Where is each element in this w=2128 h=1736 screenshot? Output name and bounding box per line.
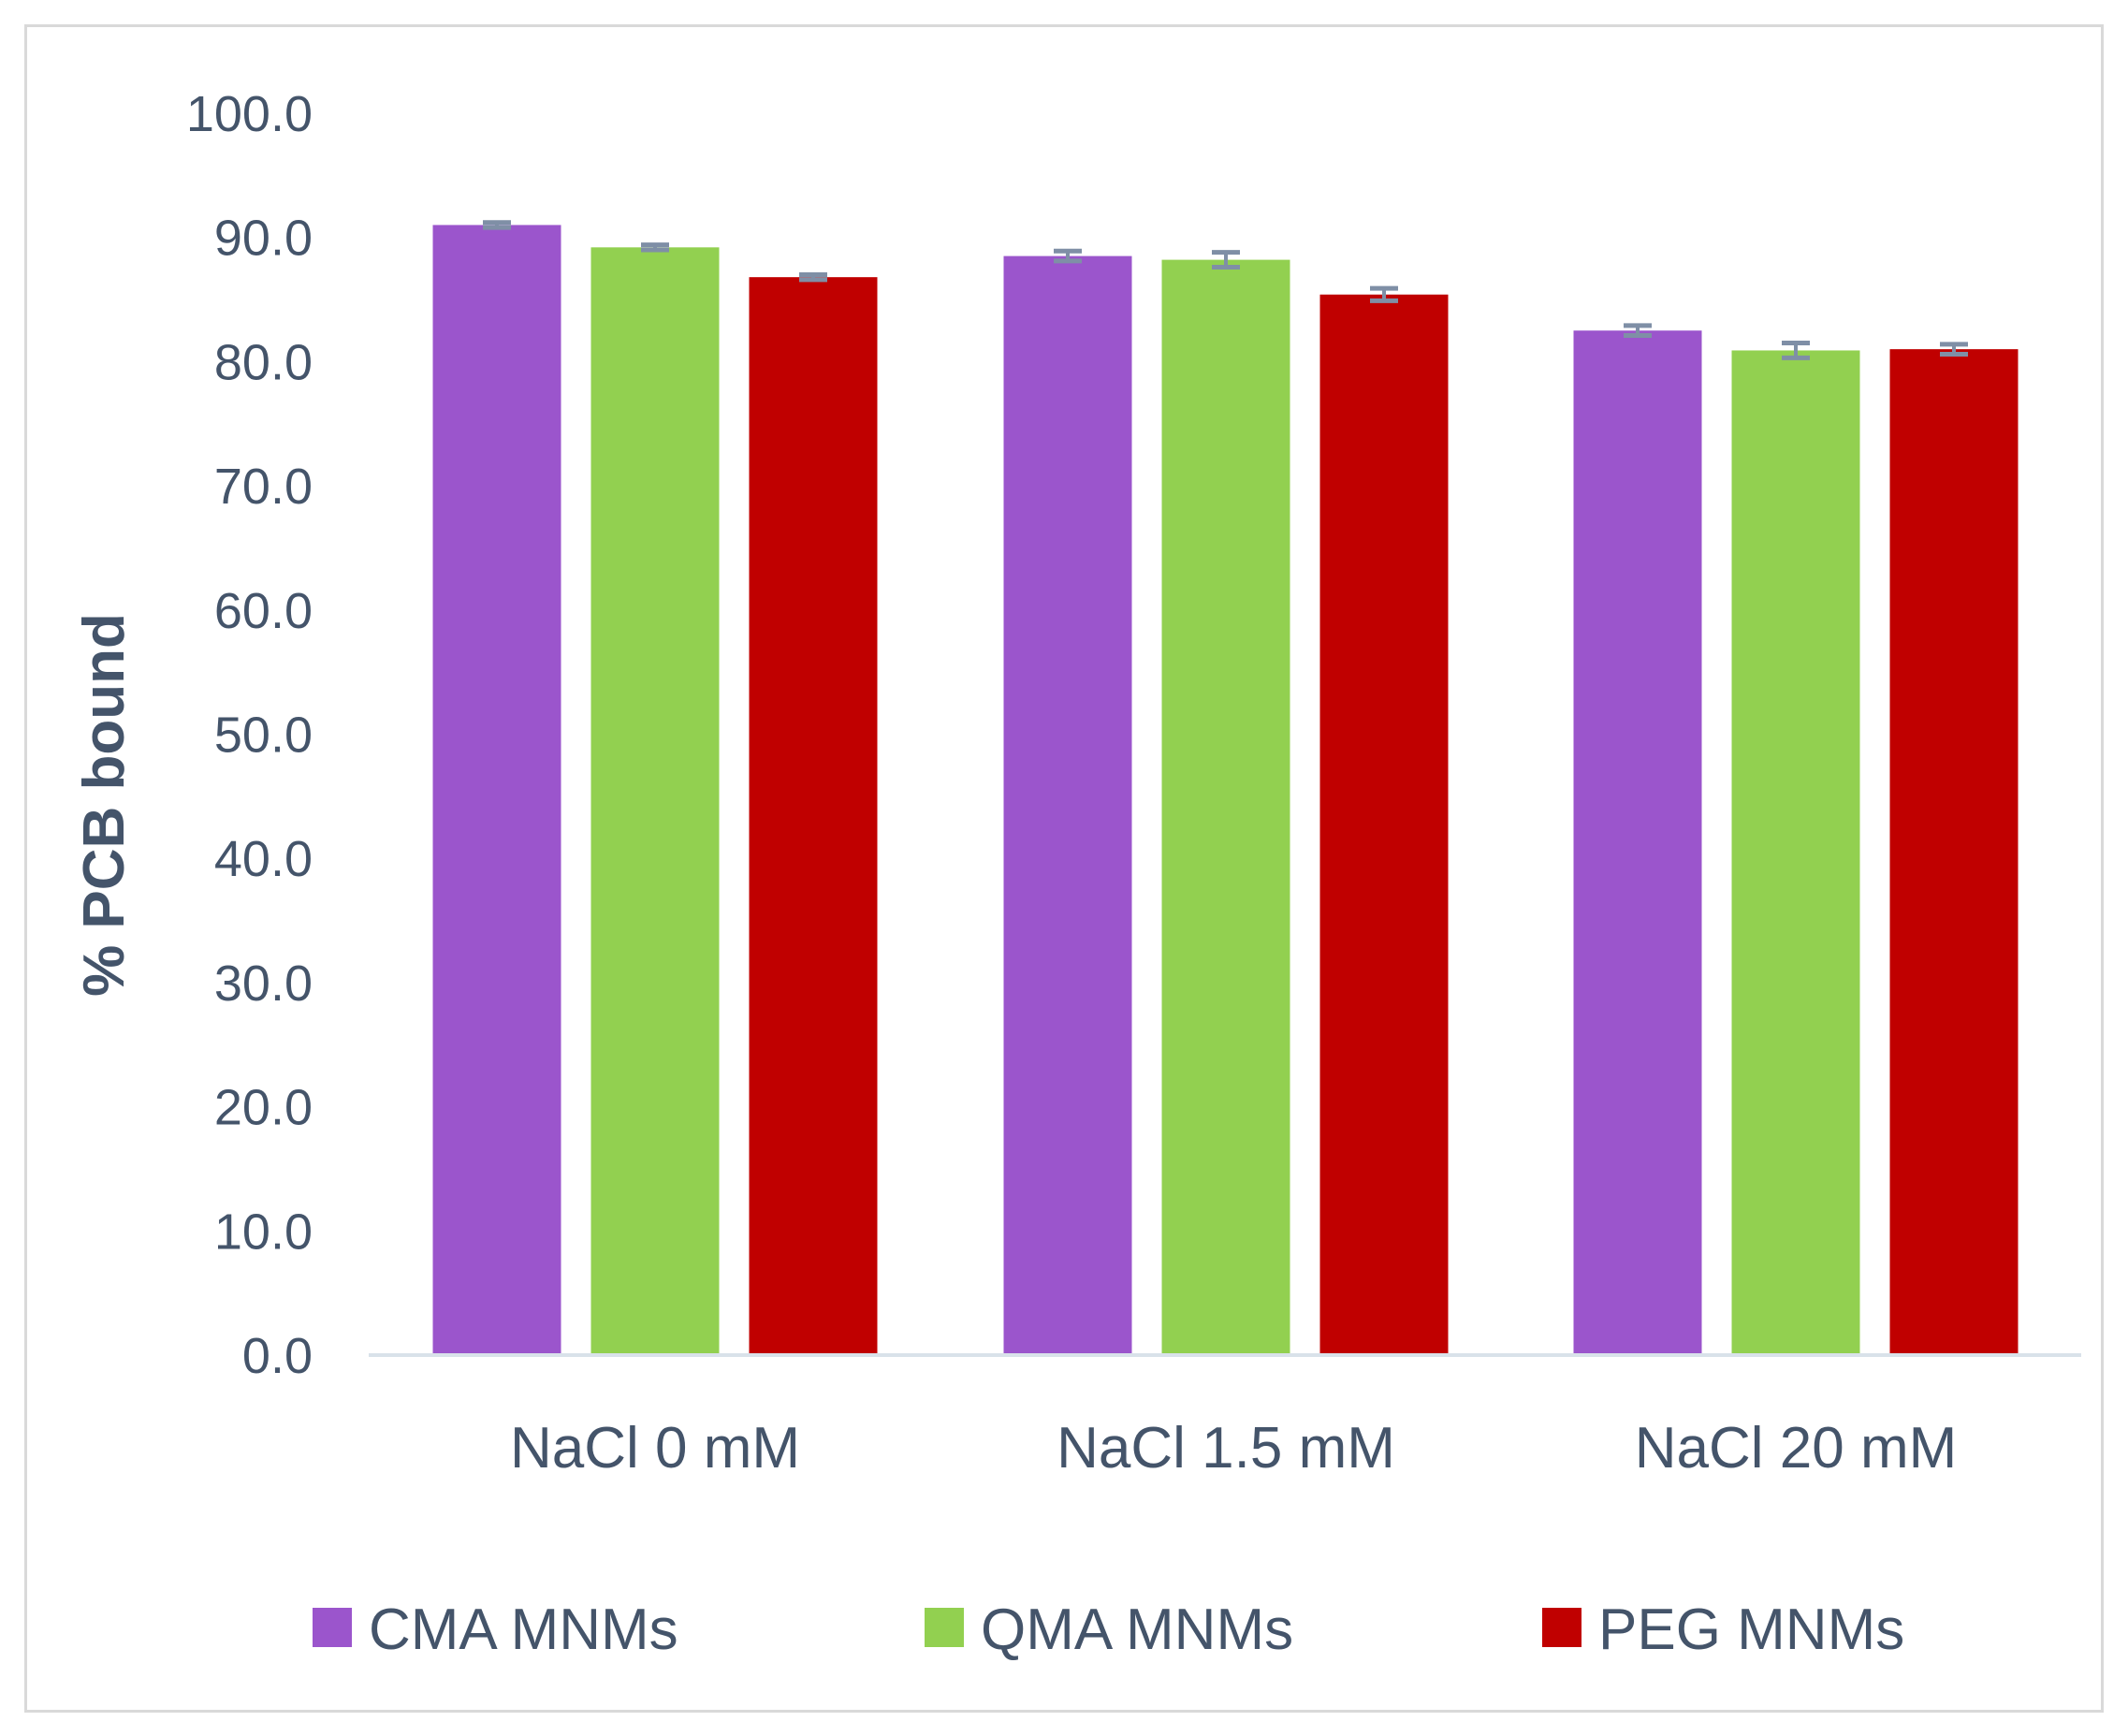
- legend-swatch: [313, 1608, 352, 1647]
- y-tick-label: 70.0: [214, 459, 313, 515]
- legend-swatch: [925, 1608, 964, 1647]
- error-bar: [1782, 340, 1810, 360]
- category-label: NaCl 0 mM: [510, 1416, 800, 1481]
- legend-item: CMA MNMs: [313, 1597, 678, 1662]
- bars: [432, 225, 2019, 1356]
- y-tick-label: 90.0: [214, 211, 313, 267]
- bar: [1889, 349, 2019, 1355]
- error-bar: [799, 272, 827, 283]
- bar: [1319, 294, 1449, 1356]
- legend-label: CMA MNMs: [369, 1597, 678, 1662]
- y-tick-label: 10.0: [214, 1204, 313, 1260]
- category-label: NaCl 20 mM: [1635, 1416, 1958, 1481]
- y-tick-label: 100.0: [186, 86, 313, 142]
- error-bar: [641, 242, 669, 253]
- legend-swatch: [1542, 1608, 1581, 1647]
- legend-item: PEG MNMs: [1542, 1597, 1904, 1662]
- legend-item: QMA MNMs: [925, 1597, 1293, 1662]
- bar: [1161, 259, 1290, 1356]
- error-bar: [1940, 342, 1968, 357]
- y-axis-label: % PCB bound: [72, 613, 137, 997]
- y-tick-label: 40.0: [214, 831, 313, 887]
- y-tick-label: 20.0: [214, 1080, 313, 1136]
- y-tick-label: 0.0: [242, 1328, 313, 1384]
- error-bar: [1624, 323, 1652, 339]
- category-labels: NaCl 0 mM NaCl 1.5 mM NaCl 20 mM: [510, 1416, 1957, 1481]
- error-bar: [1370, 285, 1398, 303]
- error-bar: [1054, 248, 1082, 264]
- y-axis-ticks: 0.0 10.0 20.0 30.0 40.0 50.0 60.0 70.0 80.0 90.0 1…: [186, 86, 313, 1384]
- y-tick-label: 60.0: [214, 583, 313, 639]
- bar: [1573, 330, 1702, 1356]
- legend-label: QMA MNMs: [981, 1597, 1293, 1662]
- y-tick-label: 30.0: [214, 956, 313, 1012]
- y-tick-label: 80.0: [214, 334, 313, 390]
- bar: [1731, 350, 1860, 1355]
- bar: [590, 247, 720, 1355]
- error-bars: [483, 220, 1968, 360]
- error-bar: [483, 220, 511, 230]
- bar: [749, 277, 878, 1355]
- legend-label: PEG MNMs: [1598, 1597, 1904, 1662]
- error-bar: [1212, 250, 1240, 270]
- bar: [1003, 255, 1132, 1356]
- y-tick-label: 50.0: [214, 708, 313, 764]
- legend: CMA MNMs QMA MNMs PEG MNMs: [313, 1597, 1904, 1662]
- bar: [432, 225, 561, 1356]
- category-label: NaCl 1.5 mM: [1057, 1416, 1395, 1481]
